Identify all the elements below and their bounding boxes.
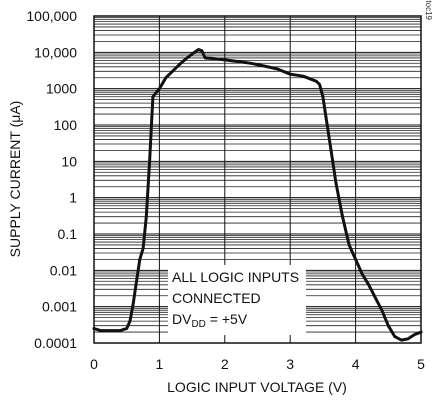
annotation-dv-prefix: DV xyxy=(172,311,192,327)
x-tick-label: 1 xyxy=(156,356,164,372)
y-axis-label: SUPPLY CURRENT (μA) xyxy=(7,101,23,258)
y-tick-labels: 100,000 10,000 1000 100 10 1 0.1 0.01 0.001 0.000… xyxy=(26,8,77,351)
y-tick-label: 10,000 xyxy=(34,44,77,60)
y-tick-label: 100,000 xyxy=(26,8,77,24)
x-tick-labels: 0 1 2 3 4 5 xyxy=(90,356,425,372)
annotation-dv-suffix: = +5V xyxy=(206,311,248,327)
plot-frame xyxy=(93,15,422,344)
y-axis-label-unit: A) xyxy=(7,101,23,115)
annotation-dv-sub: DD xyxy=(191,319,205,330)
y-tick-label: 10 xyxy=(61,153,77,169)
annotation-box: ALL LOGIC INPUTS CONNECTED DVDD = +5V xyxy=(168,265,306,335)
y-tick-label: 1000 xyxy=(46,81,77,97)
y-tick-label: 0.1 xyxy=(58,226,78,242)
annotation-line-1: ALL LOGIC INPUTS xyxy=(172,269,299,285)
y-tick-label: 0.01 xyxy=(50,262,77,278)
x-tick-label: 4 xyxy=(352,356,360,372)
annotation-line-3: DVDD = +5V xyxy=(172,311,248,330)
y-axis-label-main: SUPPLY CURRENT ( xyxy=(7,122,23,257)
x-tick-label: 2 xyxy=(221,356,229,372)
x-tick-label: 5 xyxy=(417,356,425,372)
x-tick-label: 0 xyxy=(90,356,98,372)
y-tick-label: 1 xyxy=(69,190,77,206)
x-axis-label: LOGIC INPUT VOLTAGE (V) xyxy=(167,379,347,395)
figure-code: MAX5773 toc19 xyxy=(424,0,433,21)
y-axis-label-mu: μ xyxy=(7,115,23,123)
y-tick-label: 0.001 xyxy=(42,299,77,315)
series-line xyxy=(92,48,423,342)
annotation-line-2: CONNECTED xyxy=(172,290,261,306)
y-tick-label: 0.0001 xyxy=(34,335,77,351)
x-tick-label: 3 xyxy=(286,356,294,372)
y-tick-label: 100 xyxy=(54,117,78,133)
annotation-background xyxy=(168,265,306,335)
